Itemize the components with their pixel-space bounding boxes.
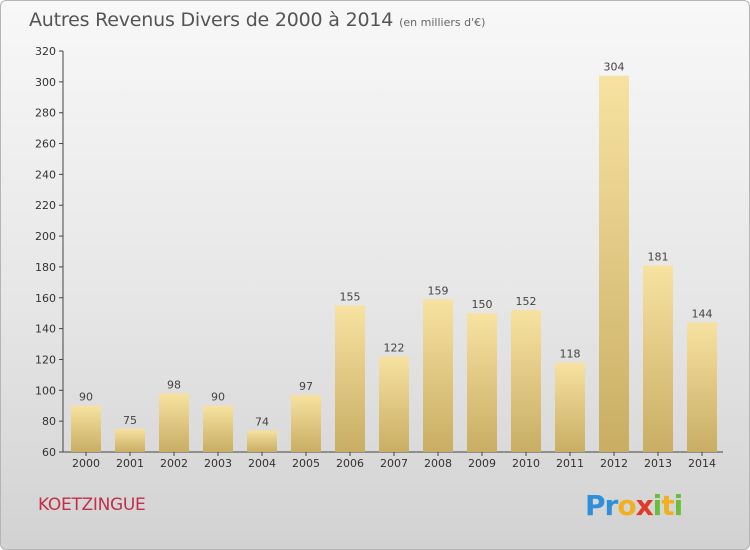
proxiti-logo[interactable]: Proxiti xyxy=(585,489,684,522)
y-tick-label: 240 xyxy=(35,168,56,181)
commune-name: KOETZINGUE xyxy=(38,495,146,515)
bar xyxy=(599,75,629,452)
y-tick-label: 140 xyxy=(35,323,56,336)
x-tick-label: 2007 xyxy=(380,457,408,470)
bar xyxy=(467,313,497,452)
chart-title-block: Autres Revenus Divers de 2000 à 2014 (en … xyxy=(29,9,485,31)
y-tick-label: 320 xyxy=(35,45,56,58)
bar xyxy=(511,310,541,452)
x-tick-label: 2010 xyxy=(512,457,540,470)
bar xyxy=(379,356,409,452)
logo-letter: x xyxy=(635,489,654,522)
data-label: 118 xyxy=(560,348,581,361)
data-label: 90 xyxy=(211,391,225,404)
logo-letter: r xyxy=(604,489,619,522)
logo-letter: i xyxy=(652,489,663,522)
x-tick-label: 2003 xyxy=(204,457,232,470)
x-tick-label: 2014 xyxy=(688,457,716,470)
y-tick-label: 160 xyxy=(35,292,56,305)
bar xyxy=(291,394,321,452)
data-label: 159 xyxy=(428,284,449,297)
x-tick-label: 2013 xyxy=(644,457,672,470)
chart-title: Autres Revenus Divers de 2000 à 2014 xyxy=(29,9,394,31)
y-tick-label: 300 xyxy=(35,76,56,89)
logo-letter: t xyxy=(661,489,674,522)
bar xyxy=(643,265,673,452)
data-label: 74 xyxy=(255,415,269,428)
x-tick-label: 2008 xyxy=(424,457,452,470)
bar xyxy=(203,405,233,452)
x-tick-label: 2009 xyxy=(468,457,496,470)
bar xyxy=(555,362,585,452)
x-tick-label: 2004 xyxy=(248,457,276,470)
bar xyxy=(335,305,365,452)
logo-letter: P xyxy=(585,489,606,522)
chart-subtitle: (en milliers d'€) xyxy=(399,16,486,29)
y-tick-label: 120 xyxy=(35,353,56,366)
x-tick-label: 2005 xyxy=(292,457,320,470)
x-tick-label: 2011 xyxy=(556,457,584,470)
data-label: 122 xyxy=(384,341,405,354)
x-tick-label: 2001 xyxy=(116,457,144,470)
y-tick-label: 100 xyxy=(35,384,56,397)
x-tick-label: 2002 xyxy=(160,457,188,470)
data-label: 181 xyxy=(648,250,669,263)
data-label: 98 xyxy=(167,378,181,391)
bar xyxy=(687,322,717,452)
data-label: 150 xyxy=(472,298,493,311)
logo-letter: o xyxy=(617,489,636,522)
bar xyxy=(159,393,189,452)
bar xyxy=(115,428,145,452)
data-label: 144 xyxy=(692,307,713,320)
y-tick-label: 180 xyxy=(35,261,56,274)
data-label: 75 xyxy=(123,414,137,427)
data-label: 155 xyxy=(340,290,361,303)
x-tick-label: 2012 xyxy=(600,457,628,470)
y-tick-label: 80 xyxy=(42,415,56,428)
data-label: 304 xyxy=(604,61,625,74)
bar xyxy=(423,299,453,452)
data-label: 90 xyxy=(79,391,93,404)
data-label: 97 xyxy=(299,380,313,393)
x-tick-label: 2000 xyxy=(72,457,100,470)
y-tick-label: 260 xyxy=(35,138,56,151)
y-tick-label: 200 xyxy=(35,230,56,243)
y-tick-label: 280 xyxy=(35,107,56,120)
x-tick-label: 2006 xyxy=(336,457,364,470)
y-tick-label: 220 xyxy=(35,199,56,212)
logo-letter: i xyxy=(673,489,684,522)
bar xyxy=(71,405,101,452)
data-label: 152 xyxy=(516,295,537,308)
bar xyxy=(247,430,277,452)
y-tick-label: 60 xyxy=(42,446,56,459)
